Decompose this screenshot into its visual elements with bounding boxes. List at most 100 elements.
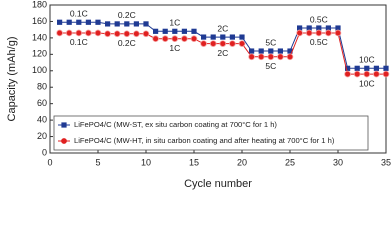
rate-label: 5C [265,61,276,71]
data-point [76,19,82,25]
data-point [229,40,236,47]
data-point [248,53,255,61]
data-point [181,35,188,43]
x-tick-label: 25 [285,157,295,167]
data-point [105,21,111,27]
y-tick-label: 20 [37,131,47,141]
x-tick-label: 5 [95,157,100,167]
data-point [123,30,131,38]
data-point [315,29,323,37]
data-point [104,30,111,38]
x-tick-label: 10 [141,157,151,167]
data-point [229,34,235,40]
series [56,29,390,78]
data-point [171,35,179,43]
data-point [267,53,275,61]
y-tick-label: 140 [32,32,47,42]
y-tick-label: 60 [37,98,47,108]
data-point [85,19,91,25]
y-axis-label: Capacity (mAh/g) [6,37,18,122]
data-point [239,34,245,40]
data-point [133,30,140,38]
legend-label: LiFePO4/C (MW-HT, in situ carbon coating… [74,136,335,145]
data-point [95,19,101,25]
legend-box [53,115,369,151]
data-point [286,53,294,61]
legend: LiFePO4/C (MW-ST, ex situ carbon coating… [53,115,369,151]
data-point [114,21,120,27]
legend-marker [61,122,67,128]
data-point [133,21,139,27]
data-point [334,29,342,37]
x-tick-label: 0 [47,157,52,167]
data-point [364,65,370,71]
data-point [306,25,312,31]
data-point [162,28,168,34]
data-point [65,29,73,37]
data-point [124,21,130,27]
data-point [268,48,274,54]
x-tick-label: 20 [237,157,247,167]
data-point [344,70,351,78]
data-point [191,28,197,34]
data-point [152,35,159,43]
data-point [305,29,313,37]
rate-label: 10C [359,55,375,65]
data-point [353,70,361,78]
data-point [56,29,63,37]
y-tick-label: 180 [32,0,47,9]
data-point [363,70,371,78]
data-point [200,40,207,47]
data-point [373,65,379,71]
data-point [113,30,121,38]
data-point [325,25,331,31]
data-point [383,65,389,71]
y-tick-label: 160 [32,16,47,26]
y-tick-label: 40 [37,114,47,124]
data-point [172,28,178,34]
data-point [190,35,198,43]
data-point [258,48,264,54]
x-axis-label: Cycle number [184,178,252,190]
chart: Cycle number Capacity (mAh/g) 0 5 10 15 20 25… [6,0,391,190]
data-point [143,21,149,27]
data-point [142,30,150,38]
data-point [373,70,380,78]
data-point [57,19,63,25]
data-point [257,53,265,61]
rate-label: 1C [169,43,180,53]
x-tick-label: 35 [381,157,391,167]
data-point [277,53,284,61]
rate-label: 2C [217,23,228,33]
data-point [316,25,322,31]
series [57,19,389,71]
data-point [209,40,217,47]
plot-frame [49,4,387,154]
rate-label: 0.1C [70,37,88,47]
data-point [66,19,72,25]
data-point [325,29,332,37]
rate-label: 10C [359,78,375,88]
data-point [382,70,390,78]
rate-label: 0.2C [118,10,136,20]
data-point [249,48,255,54]
rate-label: 0.5C [310,37,328,47]
data-point [287,48,293,54]
data-point [161,35,169,43]
data-point [153,28,159,34]
data-point [94,29,102,37]
y-tick-label: 120 [32,49,47,59]
x-tick-label: 30 [333,157,343,167]
page: {"chart_data": {"type": "line", "x_label… [5,0,392,190]
y-tick-label: 100 [32,65,47,75]
data-point [297,25,303,31]
rate-label: 1C [169,18,180,28]
rate-label: 2C [217,48,228,58]
data-point [238,40,246,47]
data-point [75,29,83,37]
data-point [219,40,227,47]
data-point [201,34,207,40]
y-tick-label: 80 [37,82,47,92]
legend-label: LiFePO4/C (MW-ST, ex situ carbon coating… [74,120,277,129]
data-point [220,34,226,40]
